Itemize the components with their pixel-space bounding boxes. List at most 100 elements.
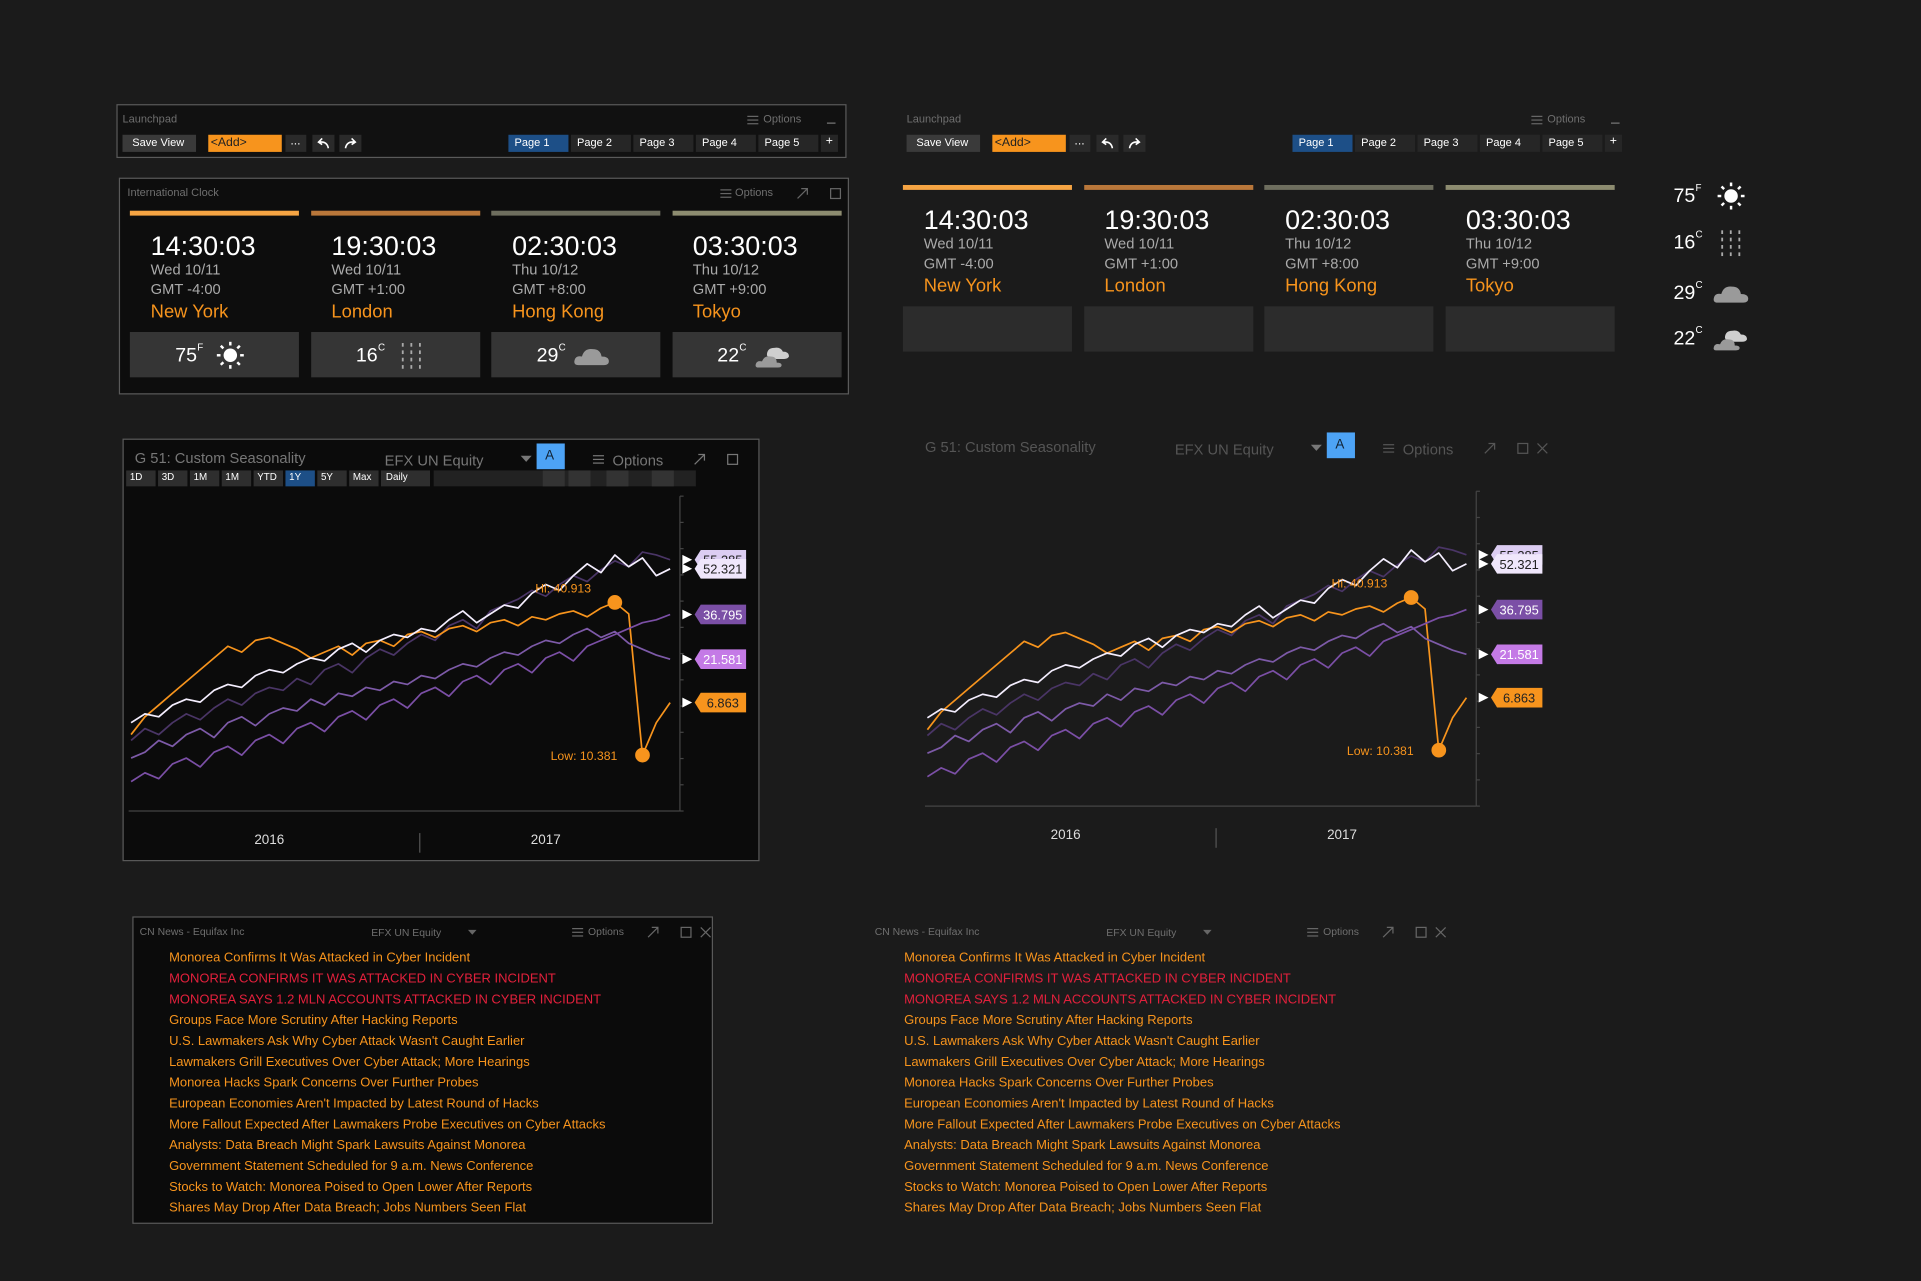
add-page-button[interactable]: + — [820, 134, 838, 152]
more-button[interactable]: ... — [1069, 134, 1091, 152]
options-button[interactable]: Options — [1402, 441, 1454, 459]
menu-icon — [1307, 928, 1319, 937]
headline[interactable]: Stocks to Watch: Monorea Poised to Open … — [169, 1179, 533, 1195]
weather-icon-cloudy — [574, 349, 609, 366]
page-tab[interactable]: Page 1 — [508, 134, 569, 152]
rain-drop — [401, 343, 404, 347]
headline[interactable]: Shares May Drop After Data Breach; Jobs … — [904, 1200, 1262, 1216]
headline[interactable]: Government Statement Scheduled for 9 a.m… — [904, 1158, 1269, 1174]
options-button[interactable]: Options — [612, 452, 664, 470]
period-button[interactable]: 1M — [221, 470, 252, 487]
add-button[interactable]: <Add> — [992, 134, 1066, 152]
headline[interactable]: MONOREA SAYS 1.2 MLN ACCOUNTS ATTACKED I… — [904, 992, 1337, 1008]
sun-ray — [1720, 202, 1726, 207]
page-tab[interactable]: Page 3 — [1417, 134, 1478, 152]
extreme-label: Hi: 40.913 — [1332, 577, 1388, 591]
rain-drop — [418, 343, 421, 347]
dropdown-arrow — [1310, 444, 1322, 451]
frequency-dropdown[interactable]: Daily — [381, 470, 431, 487]
headline[interactable]: MONOREA CONFIRMS IT WAS ATTACKED IN CYBE… — [169, 971, 556, 987]
headline[interactable]: Lawmakers Grill Executives Over Cyber At… — [904, 1054, 1265, 1070]
options-button[interactable]: Options — [735, 186, 774, 199]
series-line — [926, 549, 1467, 719]
more-button[interactable]: ... — [285, 134, 307, 152]
headline[interactable]: Government Statement Scheduled for 9 a.m… — [169, 1158, 534, 1174]
headline[interactable]: U.S. Lawmakers Ask Why Cyber Attack Wasn… — [904, 1033, 1260, 1049]
period-button[interactable]: 1D — [126, 470, 156, 487]
headline[interactable]: Monorea Confirms It Was Attacked in Cybe… — [169, 950, 471, 966]
price-tag-label: 36.795 — [703, 607, 742, 622]
headline[interactable]: Stocks to Watch: Monorea Poised to Open … — [904, 1179, 1268, 1195]
page-tab[interactable]: Page 4 — [695, 134, 756, 152]
page-tab[interactable]: Page 2 — [570, 134, 631, 152]
panel-title: CN News - Equifax Inc — [139, 924, 245, 938]
page-tab[interactable]: Page 3 — [633, 134, 694, 152]
tab-label: Page 5 — [764, 135, 800, 149]
window-icons — [1382, 926, 1447, 938]
headline[interactable]: Groups Face More Scrutiny After Hacking … — [904, 1013, 1193, 1028]
period-button[interactable]: YTD — [253, 470, 283, 487]
page-tab[interactable]: Page 2 — [1354, 134, 1415, 152]
options-button[interactable]: Options — [588, 924, 624, 938]
security-field[interactable]: EFX UN Equity — [1174, 441, 1274, 459]
period-button[interactable]: Max — [349, 470, 379, 487]
headline[interactable]: Monorea Hacks Spark Concerns Over Furthe… — [169, 1075, 479, 1091]
headline[interactable]: Monorea Confirms It Was Attacked in Cybe… — [904, 950, 1206, 966]
headline[interactable]: Analysts: Data Breach Might Spark Lawsui… — [904, 1138, 1261, 1153]
headline[interactable]: MONOREA SAYS 1.2 MLN ACCOUNTS ATTACKED I… — [169, 992, 602, 1008]
cloud — [574, 349, 609, 366]
add-button[interactable]: <Add> — [208, 134, 282, 152]
headline[interactable]: European Economies Aren't Impacted by La… — [169, 1096, 539, 1112]
tab-label: Page 2 — [1361, 135, 1397, 149]
headline[interactable]: More Fallout Expected After Lawmakers Pr… — [904, 1117, 1341, 1132]
save-view-button[interactable]: Save View — [906, 134, 981, 152]
headline[interactable]: Groups Face More Scrutiny After Hacking … — [169, 1013, 458, 1028]
page-tab[interactable]: Page 1 — [1292, 134, 1353, 152]
security-field[interactable]: EFX UN Equity — [371, 926, 442, 939]
city-time: 19:30:03 — [1104, 204, 1210, 236]
extreme-marker — [1403, 590, 1419, 605]
add-page-button[interactable]: + — [1604, 134, 1623, 152]
cloud — [1713, 286, 1749, 303]
temperature: 75 — [175, 345, 197, 367]
headline[interactable]: More Fallout Expected After Lawmakers Pr… — [169, 1117, 606, 1132]
a-button[interactable]: A — [536, 443, 565, 470]
headline[interactable]: MONOREA CONFIRMS IT WAS ATTACKED IN CYBE… — [904, 971, 1291, 987]
headline[interactable]: Shares May Drop After Data Breach; Jobs … — [169, 1200, 527, 1216]
temperature-unit: F — [1695, 182, 1702, 194]
options-button[interactable]: Options — [1323, 924, 1359, 938]
price-tag — [694, 604, 747, 625]
period-button[interactable]: 1M — [189, 470, 220, 487]
security-field[interactable]: EFX UN Equity — [1106, 926, 1177, 939]
period-button[interactable]: 5Y — [317, 470, 347, 487]
rain-drop — [1721, 252, 1724, 257]
tool-button[interactable] — [542, 470, 565, 487]
series-line — [926, 608, 1467, 778]
page-tab[interactable]: Page 5 — [758, 134, 819, 152]
tool-button[interactable] — [651, 470, 674, 487]
tool-button[interactable] — [606, 470, 629, 487]
tool-button[interactable] — [568, 470, 591, 487]
button-label: 5Y — [320, 471, 333, 483]
headline[interactable]: Lawmakers Grill Executives Over Cyber At… — [169, 1054, 530, 1070]
options-button[interactable]: Options — [763, 112, 802, 125]
city-color-bar — [310, 210, 480, 216]
rain-drop — [1738, 237, 1741, 242]
minimize-icon — [826, 122, 836, 124]
security-field[interactable]: EFX UN Equity — [384, 452, 484, 470]
headline[interactable]: Analysts: Data Breach Might Spark Lawsui… — [169, 1138, 526, 1153]
headline[interactable]: European Economies Aren't Impacted by La… — [904, 1096, 1274, 1112]
headline[interactable]: Monorea Hacks Spark Concerns Over Furthe… — [904, 1075, 1214, 1091]
period-button[interactable]: 3D — [158, 470, 188, 487]
page-tab[interactable]: Page 5 — [1542, 134, 1603, 152]
arrow — [1101, 137, 1114, 149]
period-button[interactable]: 1Y — [285, 470, 315, 487]
a-button[interactable]: A — [1326, 432, 1355, 459]
save-view-button[interactable]: Save View — [122, 134, 197, 152]
options-button[interactable]: Options — [1547, 112, 1586, 125]
headline[interactable]: U.S. Lawmakers Ask Why Cyber Attack Wasn… — [169, 1033, 525, 1049]
button-label: + — [825, 134, 833, 149]
rain-drop — [1721, 245, 1724, 249]
city-date: Wed 10/11 — [923, 235, 994, 253]
page-tab[interactable]: Page 4 — [1479, 134, 1540, 152]
